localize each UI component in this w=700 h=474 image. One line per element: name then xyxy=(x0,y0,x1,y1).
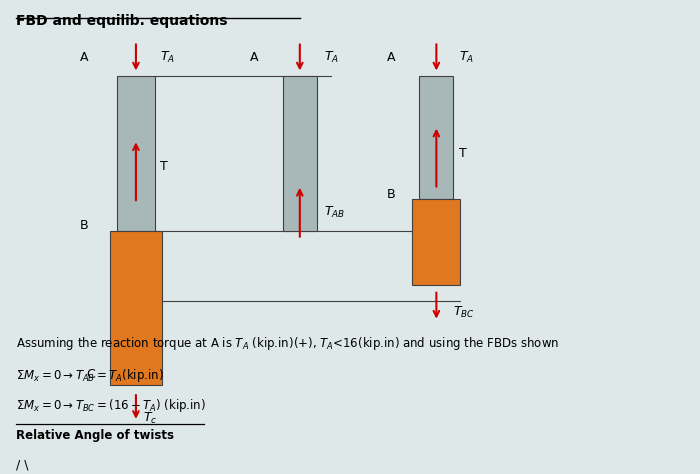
Text: B: B xyxy=(80,219,88,232)
Text: C: C xyxy=(86,368,95,381)
Text: T: T xyxy=(160,160,167,173)
Text: $\Sigma M_x=0\rightarrow T_{AB}=T_A$(kip.in): $\Sigma M_x=0\rightarrow T_{AB}=T_A$(kip… xyxy=(16,367,164,384)
Bar xyxy=(117,76,155,230)
Text: A: A xyxy=(80,51,88,64)
Text: $\Sigma M_x=0\rightarrow T_{BC}=(16-T_A)$ (kip.in): $\Sigma M_x=0\rightarrow T_{BC}=(16-T_A)… xyxy=(16,397,206,414)
Text: Assuming the reaction torque at A is $T_A$ (kip.in)(+), $T_A$<16(kip.in) and usi: Assuming the reaction torque at A is $T_… xyxy=(16,335,560,352)
Bar xyxy=(110,230,162,385)
Text: $T_{AB}$: $T_{AB}$ xyxy=(323,205,345,220)
Text: $T_A$: $T_A$ xyxy=(160,50,175,65)
Text: $T_c$: $T_c$ xyxy=(143,410,157,426)
Text: T: T xyxy=(459,146,467,160)
Text: B: B xyxy=(387,188,395,201)
Text: / \: / \ xyxy=(16,458,29,471)
Text: $T_{BC}$: $T_{BC}$ xyxy=(454,305,475,320)
Bar xyxy=(419,76,454,199)
Text: A: A xyxy=(387,51,395,64)
Text: $T_A$: $T_A$ xyxy=(459,50,474,65)
Text: A: A xyxy=(251,51,259,64)
Bar xyxy=(412,199,461,285)
Text: $T_A$: $T_A$ xyxy=(323,50,339,65)
Text: FBD and equilib. equations: FBD and equilib. equations xyxy=(16,14,228,28)
Bar xyxy=(283,76,317,230)
Text: Relative Angle of twists: Relative Angle of twists xyxy=(16,428,174,442)
